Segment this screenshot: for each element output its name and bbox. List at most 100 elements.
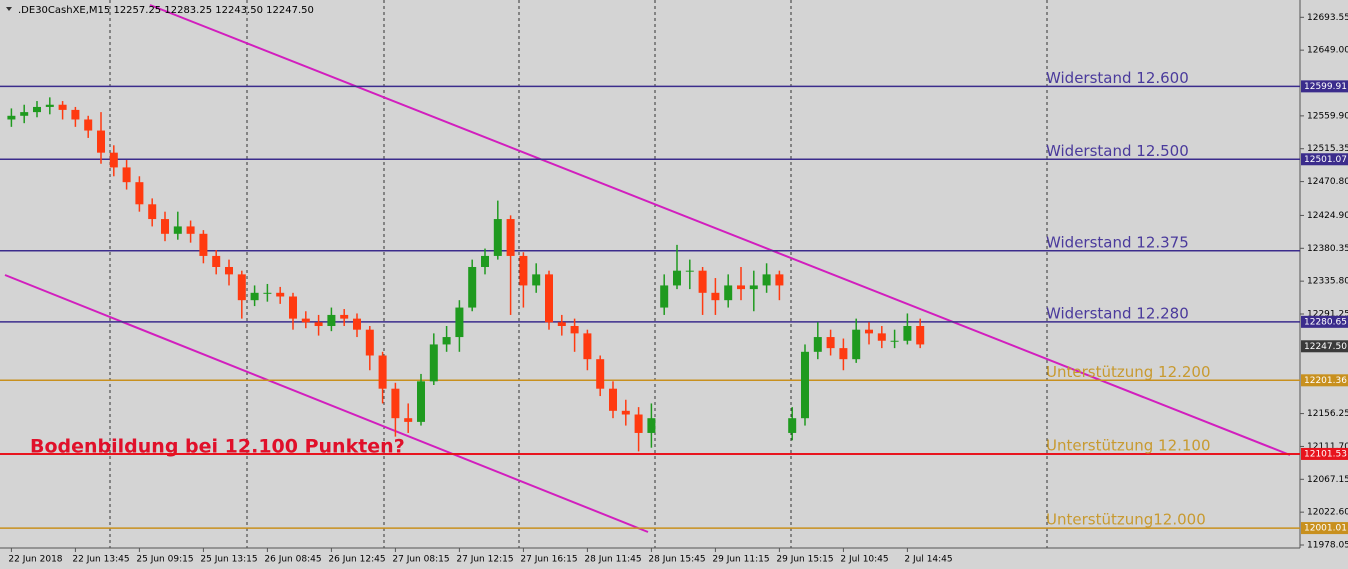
annotation: Bodenbildung bei 12.100 Punkten? bbox=[30, 436, 405, 458]
price-box-label: 12599.91 bbox=[1304, 82, 1347, 92]
candle-body bbox=[493, 219, 502, 256]
candle-body bbox=[212, 255, 221, 267]
candle-body bbox=[186, 226, 195, 234]
chart-title: .DE30CashXE,M15 12257.25 12283.25 12243.… bbox=[18, 5, 314, 16]
y-tick-label: 12022.60 bbox=[1307, 508, 1348, 518]
candle-body bbox=[109, 152, 118, 168]
price-box-label: 12001.01 bbox=[1304, 524, 1347, 534]
candle-body bbox=[621, 410, 630, 415]
candle-body bbox=[122, 167, 131, 183]
x-tick-label: 29 Jun 15:15 bbox=[776, 555, 833, 565]
candle-body bbox=[199, 233, 208, 256]
level-label: Unterstützung12.000 bbox=[1046, 511, 1206, 529]
x-tick-label: 27 Jun 12:15 bbox=[456, 555, 513, 565]
candle-body bbox=[660, 285, 669, 308]
day-separators bbox=[109, 0, 1048, 548]
candle-body bbox=[263, 292, 272, 294]
candle-body bbox=[711, 292, 720, 301]
x-tick-label: 25 Jun 09:15 bbox=[136, 555, 193, 565]
candle-body bbox=[148, 204, 157, 220]
candle-body bbox=[698, 270, 707, 293]
candle-body bbox=[417, 381, 425, 422]
level-label: Unterstützung 12.100 bbox=[1046, 436, 1211, 454]
candle-body bbox=[877, 333, 886, 341]
candle-body bbox=[378, 355, 387, 389]
candle-body bbox=[583, 333, 592, 360]
candle-body bbox=[609, 388, 617, 411]
y-tick-label: 12111.70 bbox=[1307, 442, 1348, 452]
candle-body bbox=[135, 182, 144, 205]
candle-body bbox=[788, 418, 797, 433]
candle-body bbox=[365, 329, 374, 356]
candle-body bbox=[289, 296, 297, 319]
candle-body bbox=[20, 112, 29, 116]
price-box-label: 12201.36 bbox=[1304, 376, 1347, 386]
x-tick-label: 29 Jun 11:15 bbox=[712, 555, 769, 565]
price-box-label: 12280.65 bbox=[1304, 317, 1347, 327]
candle-body bbox=[97, 130, 105, 153]
price-box bbox=[1301, 522, 1348, 535]
candle-body bbox=[634, 414, 643, 433]
candle-body bbox=[404, 418, 413, 422]
candle-body bbox=[391, 388, 400, 419]
price-box bbox=[1301, 153, 1348, 166]
candle-body bbox=[161, 219, 169, 234]
price-box bbox=[1301, 315, 1348, 328]
candle-body bbox=[916, 325, 925, 345]
menu-icon[interactable] bbox=[6, 7, 12, 11]
candle-body bbox=[801, 351, 809, 419]
y-tick-label: 12291.25 bbox=[1307, 310, 1348, 320]
candle-body bbox=[71, 109, 80, 120]
candle-body bbox=[340, 314, 349, 319]
candle-body bbox=[673, 270, 681, 286]
last-price-box bbox=[1301, 340, 1348, 353]
candle-body bbox=[481, 255, 489, 267]
x-tick-label: 2 Jul 14:45 bbox=[904, 555, 952, 565]
candle-body bbox=[84, 119, 93, 131]
y-tick-label: 12067.15 bbox=[1307, 475, 1348, 485]
candle-body bbox=[7, 115, 16, 120]
x-tick-label: 2 Jul 10:45 bbox=[840, 555, 888, 565]
candle-body bbox=[775, 274, 784, 286]
candle-body bbox=[557, 322, 566, 326]
y-tick-label: 12156.25 bbox=[1307, 409, 1348, 419]
candle-body bbox=[647, 418, 656, 433]
y-tick-label: 11978.05 bbox=[1307, 541, 1348, 551]
candle-body bbox=[429, 344, 438, 382]
candle-body bbox=[58, 104, 67, 110]
candle-body bbox=[762, 274, 771, 286]
candle-body bbox=[890, 340, 899, 342]
candle-body bbox=[737, 285, 745, 290]
price-box-label: 12501.07 bbox=[1304, 155, 1347, 165]
trendline bbox=[4, 274, 649, 533]
candle-body bbox=[903, 325, 912, 341]
candle-body bbox=[839, 348, 848, 360]
x-tick-label: 26 Jun 12:45 bbox=[328, 555, 385, 565]
candle-body bbox=[327, 314, 336, 326]
candle-body bbox=[532, 274, 541, 286]
price-box bbox=[1301, 447, 1348, 460]
candle-body bbox=[826, 337, 835, 349]
last-price-label: 12247.50 bbox=[1304, 342, 1347, 352]
candle-body bbox=[749, 285, 758, 290]
candle-body bbox=[250, 292, 259, 301]
candle-body bbox=[685, 270, 694, 272]
level-label: Widerstand 12.280 bbox=[1046, 304, 1189, 322]
level-label: Unterstützung 12.200 bbox=[1046, 363, 1211, 381]
y-tick-label: 12335.80 bbox=[1307, 277, 1348, 287]
y-tick-label: 12424.90 bbox=[1307, 211, 1348, 221]
y-tick-label: 12515.35 bbox=[1307, 144, 1348, 154]
y-tick-label: 12380.35 bbox=[1307, 244, 1348, 254]
candle-body bbox=[276, 292, 285, 297]
candle-body bbox=[865, 329, 873, 334]
candle-body bbox=[468, 266, 477, 308]
candle-body bbox=[225, 266, 233, 275]
candle-body bbox=[852, 329, 861, 360]
candle-body bbox=[314, 322, 323, 326]
candle-body bbox=[506, 219, 515, 256]
candle-body bbox=[596, 359, 605, 389]
candle-body bbox=[33, 106, 41, 113]
candle-body bbox=[353, 318, 361, 330]
